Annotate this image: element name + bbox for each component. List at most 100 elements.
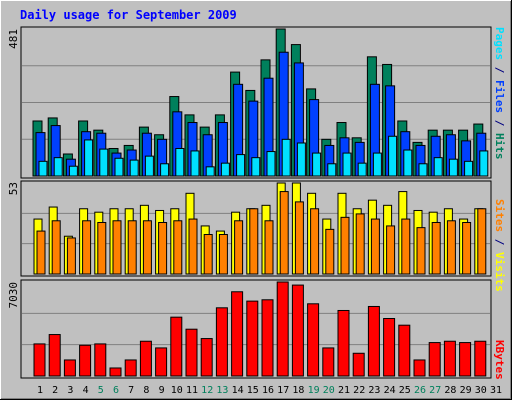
bar-sites-day-24 <box>386 225 396 275</box>
bar-kbytes-day-4 <box>79 344 92 377</box>
bar-pages-day-2 <box>53 157 63 177</box>
bar-kbytes-day-10 <box>170 316 183 377</box>
bar-kbytes-day-22 <box>352 352 365 377</box>
day-label-11: 11 <box>186 385 198 396</box>
day-label-27: 27 <box>429 385 441 396</box>
bar-pages-day-10 <box>175 147 185 177</box>
bar-pages-day-12 <box>205 166 215 177</box>
bar-sites-day-7 <box>127 220 137 275</box>
day-label-29: 29 <box>460 385 472 396</box>
bar-pages-day-16 <box>266 151 276 177</box>
bar-kbytes-day-21 <box>337 309 350 377</box>
day-label-17: 17 <box>277 385 289 396</box>
legend-sites-visits: Sites / Visits <box>493 199 506 292</box>
legend-text: / <box>493 113 506 133</box>
legend-pages-files-hits: Pages / Files / Hits <box>493 27 506 160</box>
bar-sites-day-28 <box>446 220 456 275</box>
day-label-24: 24 <box>384 385 396 396</box>
bar-pages-day-21 <box>342 152 352 177</box>
bar-kbytes-day-11 <box>185 328 198 377</box>
day-label-3: 3 <box>67 385 73 396</box>
bar-sites-day-4 <box>82 220 92 275</box>
legend-text: Visits <box>493 252 506 292</box>
day-label-20: 20 <box>323 385 335 396</box>
bar-pages-day-28 <box>448 158 458 177</box>
day-label-13: 13 <box>216 385 228 396</box>
bar-sites-day-12 <box>203 234 213 275</box>
bar-pages-day-11 <box>190 150 200 177</box>
bar-kbytes-day-1 <box>33 343 46 377</box>
day-label-9: 9 <box>159 385 165 396</box>
bar-sites-day-19 <box>310 208 320 275</box>
day-label-23: 23 <box>368 385 380 396</box>
bar-kbytes-day-3 <box>63 359 76 377</box>
bar-sites-day-22 <box>355 213 365 275</box>
day-label-16: 16 <box>262 385 274 396</box>
day-label-28: 28 <box>444 385 456 396</box>
bar-sites-day-2 <box>51 220 61 275</box>
bar-pages-day-5 <box>99 148 109 177</box>
day-label-12: 12 <box>201 385 213 396</box>
day-label-2: 2 <box>52 385 58 396</box>
bar-pages-day-30 <box>479 150 489 177</box>
bar-kbytes-day-14 <box>231 291 244 377</box>
bar-kbytes-day-26 <box>413 359 426 377</box>
bar-pages-day-20 <box>327 163 337 177</box>
legend-text: / <box>493 60 506 80</box>
bar-kbytes-day-7 <box>124 359 137 377</box>
bar-pages-day-22 <box>357 162 367 177</box>
bar-kbytes-day-19 <box>307 303 320 377</box>
bar-sites-day-25 <box>401 218 411 275</box>
bar-sites-day-15 <box>249 208 259 275</box>
bar-sites-day-27 <box>431 221 441 275</box>
bar-kbytes-day-18 <box>291 284 304 377</box>
day-label-6: 6 <box>113 385 119 396</box>
x-axis-day-labels: 1 2 3 4 5 6 7 8 9 10 11 12 13 14 15 16 17 18 19 20 21 22 23 24 2… <box>37 385 502 396</box>
bar-sites-day-10 <box>173 220 183 275</box>
ymax-label-visits: 53 <box>7 182 20 195</box>
legend-text: / <box>493 232 506 252</box>
day-label-10: 10 <box>171 385 183 396</box>
bar-sites-day-17 <box>279 191 289 275</box>
bar-sites-day-30 <box>477 208 487 275</box>
bar-kbytes-day-23 <box>367 305 380 377</box>
bars <box>32 28 489 377</box>
bar-kbytes-day-15 <box>246 300 259 377</box>
bar-kbytes-day-27 <box>428 342 441 377</box>
bar-sites-day-9 <box>158 221 168 275</box>
day-label-4: 4 <box>83 385 89 396</box>
bar-kbytes-day-13 <box>215 307 228 377</box>
day-label-5: 5 <box>98 385 104 396</box>
bar-pages-day-24 <box>388 135 398 177</box>
bar-kbytes-day-25 <box>398 324 411 377</box>
bar-sites-day-11 <box>188 218 198 275</box>
bar-kbytes-day-2 <box>48 334 61 377</box>
legend-text: Hits <box>493 133 506 160</box>
bar-pages-day-9 <box>160 163 170 177</box>
day-label-22: 22 <box>353 385 365 396</box>
bar-sites-day-5 <box>97 221 107 275</box>
bar-sites-day-29 <box>462 221 472 275</box>
bar-kbytes-day-16 <box>261 299 274 377</box>
day-label-14: 14 <box>232 385 244 396</box>
bar-sites-day-13 <box>218 234 228 275</box>
day-label-7: 7 <box>128 385 134 396</box>
day-label-30: 30 <box>475 385 487 396</box>
legend-text: Sites <box>493 199 506 232</box>
legend-text: KBytes <box>493 340 506 380</box>
day-label-1: 1 <box>37 385 43 396</box>
legend-kbytes: KBytes <box>493 340 506 380</box>
bar-kbytes-day-9 <box>155 347 168 377</box>
bar-pages-day-29 <box>464 160 474 177</box>
ymax-label-hits: 481 <box>7 29 20 49</box>
bar-kbytes-day-17 <box>276 281 289 377</box>
bar-sites-day-3 <box>66 237 76 275</box>
bar-pages-day-25 <box>403 149 413 177</box>
day-label-19: 19 <box>308 385 320 396</box>
bar-sites-day-6 <box>112 220 122 275</box>
bar-kbytes-day-12 <box>200 338 213 377</box>
bar-pages-day-27 <box>433 157 443 177</box>
bar-kbytes-day-30 <box>474 340 487 377</box>
bar-kbytes-day-5 <box>94 343 107 377</box>
